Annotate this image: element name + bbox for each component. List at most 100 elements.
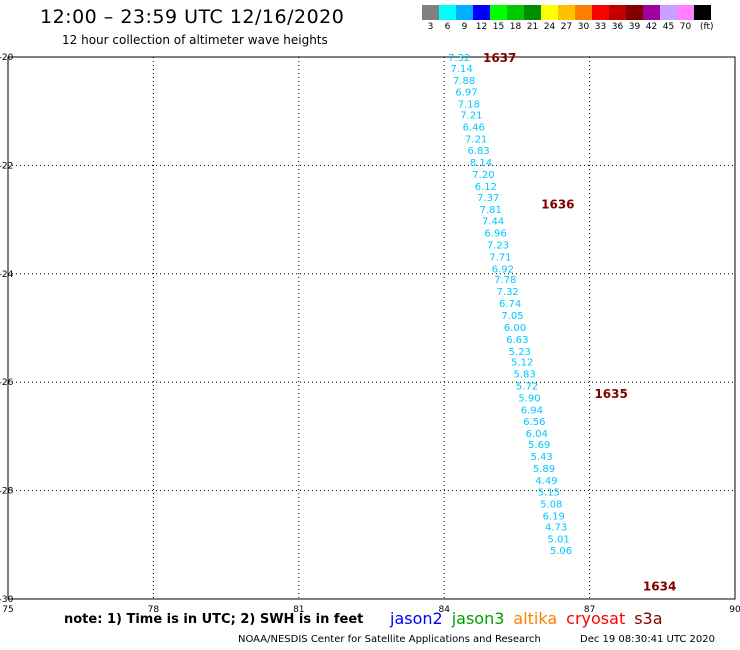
x-tick-label: 90 [729,605,740,615]
footer-timestamp: Dec 19 08:30:41 UTC 2020 [580,634,715,645]
swh-value: 6.00 [504,323,526,334]
legend-label: 18 [509,22,522,32]
footer-credit: NOAA/NESDIS Center for Satellite Applica… [238,634,541,645]
legend-label: 27 [560,22,573,32]
legend-swatch [490,5,507,20]
swh-value: 8.14 [470,158,492,169]
legend-label: 30 [577,22,590,32]
swh-value: 6.56 [523,417,545,428]
swh-value: 6.46 [463,122,485,133]
swh-value: 5.69 [528,440,550,451]
swh-values: 7.327.147.886.977.187.216.467.216.838.14… [448,53,572,557]
swh-value: 6.04 [526,429,548,440]
satellite-jason2: jason2 [390,609,443,628]
pass-labels: 1637 1636 1635 1634 [483,51,676,593]
swh-value: 7.05 [501,311,523,322]
swh-value: 7.44 [482,217,504,228]
legend-label: 15 [492,22,505,32]
x-tick-label: 84 [438,605,450,615]
legend-swatch [575,5,592,20]
legend-label: 9 [461,22,468,32]
footer-note: note: 1) Time is in UTC; 2) SWH is in fe… [64,612,364,627]
legend-swatch [524,5,541,20]
swh-value: 6.94 [521,405,543,416]
swh-value: 5.90 [518,393,540,404]
swh-value: 7.20 [472,170,494,181]
swh-value: 6.19 [543,512,565,523]
swh-value: 4.49 [535,476,557,487]
swh-value: 5.89 [533,464,555,475]
swh-value: 5.08 [540,500,562,511]
satellite-s3a: s3a [634,609,663,628]
swh-value: 7.32 [497,287,519,298]
legend-swatch [507,5,524,20]
swh-value: 6.97 [455,88,477,99]
pass-number: 1637 [483,51,516,65]
satellite-altika: altika [513,609,558,628]
swh-value: 7.18 [458,100,480,111]
swh-value: 6.96 [484,229,506,240]
swh-value: 5.43 [530,452,552,463]
legend-label: 45 [662,22,675,32]
swh-value: 7.32 [448,53,470,64]
y-tick-label: -28 [0,487,14,497]
legend-label: 6 [444,22,451,32]
swh-value: 7.88 [453,76,475,87]
map-grid [8,57,735,599]
legend-swatch [422,5,439,20]
y-tick-label: -22 [0,161,13,171]
swh-value: 4.73 [545,522,567,533]
legend-label: 39 [628,22,641,32]
swh-value: 7.37 [477,193,499,204]
swh-value: 5.83 [514,370,536,381]
swh-value: 7.21 [465,134,487,145]
swh-value: 7.14 [451,64,473,75]
legend-label: 70 [679,22,692,32]
legend-label: 36 [611,22,624,32]
legend-swatches [422,5,711,20]
legend-swatch [660,5,677,20]
legend-labels: 3 6 9 12 15 18 21 24 27 30 33 36 39 42 45 70 [422,22,711,32]
swh-value: 6.92 [492,264,514,275]
swh-value: 5.15 [538,488,560,499]
swh-value: 7.21 [460,110,482,121]
x-tick-label: 81 [293,605,304,615]
x-tick-label: 87 [584,605,595,615]
swh-value: 5.06 [550,546,572,557]
legend-swatch [473,5,490,20]
swh-value: 6.63 [506,335,528,346]
legend-swatch [626,5,643,20]
satellite-jason3: jason3 [451,609,505,628]
legend-label: 42 [645,22,658,32]
y-tick-label: -24 [0,270,14,280]
swh-value: 7.23 [487,241,509,252]
swh-value: 5.72 [516,381,538,392]
legend-label: 24 [543,22,556,32]
swh-value: 7.71 [489,252,511,263]
legend-swatch [592,5,609,20]
swh-value: 5.01 [547,534,569,545]
legend-label: 3 [427,22,434,32]
y-tick-label: -20 [0,53,14,63]
axis-ticks: 75 78 81 84 87 90 -20 -22 -24 -26 -28 -30 [0,53,740,615]
legend-swatch [694,5,711,20]
swh-value: 5.12 [511,358,533,369]
legend-unit: (ft) [700,22,714,32]
legend-swatch [439,5,456,20]
legend-swatch [643,5,660,20]
satellite-cryosat: cryosat [566,609,626,628]
legend-label: 12 [475,22,488,32]
legend-label: 21 [526,22,539,32]
legend-swatch [558,5,575,20]
map-title: 12:00 – 23:59 UTC 12/16/2020 [40,6,345,28]
legend-label: 33 [594,22,607,32]
pass-number: 1634 [643,579,676,593]
legend-swatch [609,5,626,20]
map-frame [7,56,736,600]
map-subtitle: 12 hour collection of altimeter wave hei… [62,33,328,47]
swh-value: 7.78 [494,275,516,286]
legend-swatch [677,5,694,20]
swh-value: 7.81 [480,205,502,216]
pass-number: 1636 [541,197,574,211]
